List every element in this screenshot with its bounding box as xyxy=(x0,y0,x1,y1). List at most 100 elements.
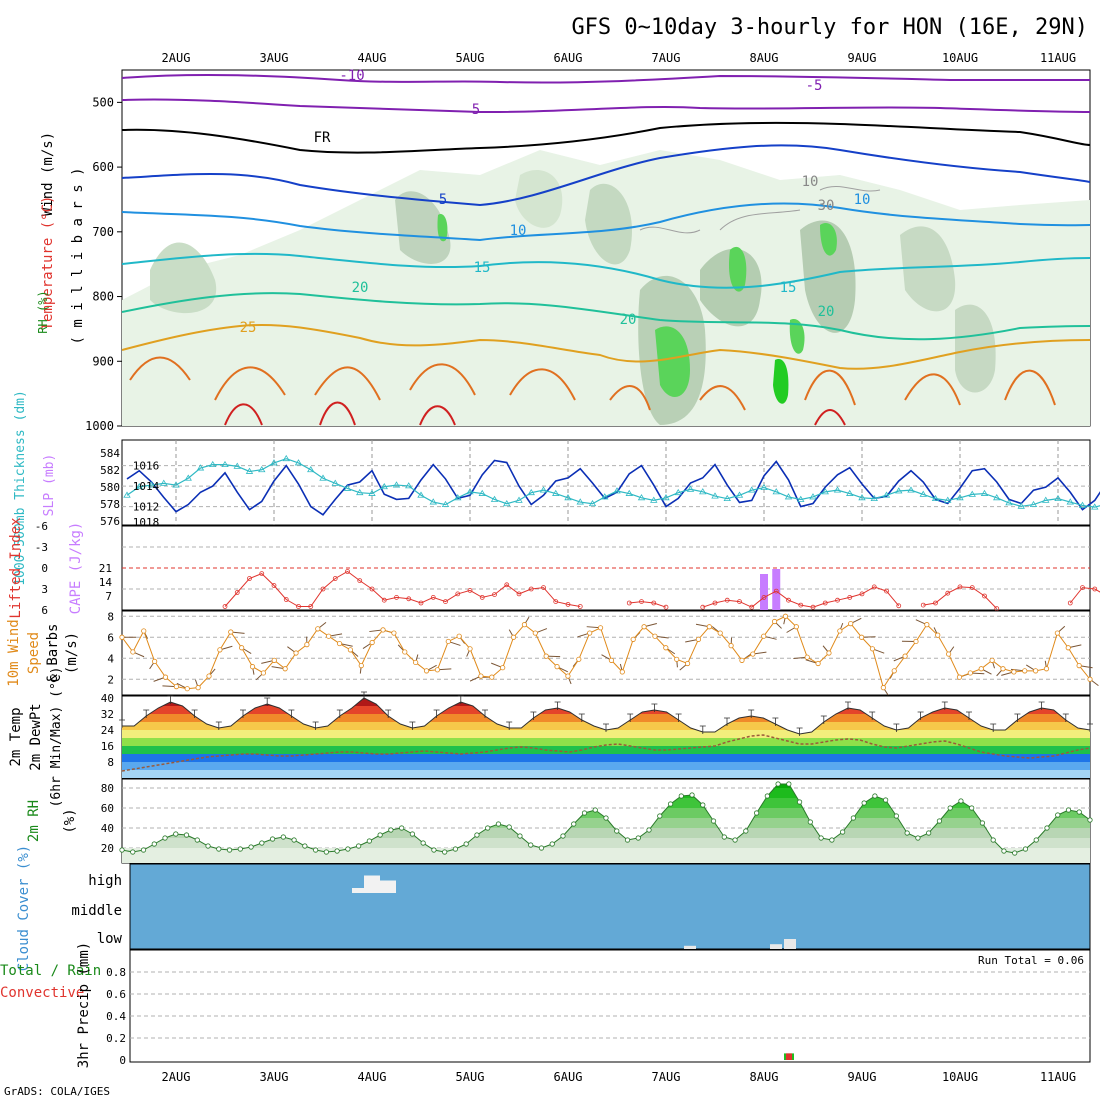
temperature-minmax xyxy=(191,709,198,718)
wind-series xyxy=(119,613,1099,696)
precip-tick: 0.4 xyxy=(106,1010,126,1023)
thickness-point xyxy=(784,493,793,500)
rh-point xyxy=(226,847,233,853)
wind-speed-point xyxy=(793,624,799,630)
date-tick-top: 11AUG xyxy=(1040,51,1076,65)
wind-speed-point xyxy=(326,633,332,639)
temperature-minmax xyxy=(845,701,851,710)
wind-speed-point xyxy=(249,664,256,670)
thickness-point xyxy=(503,499,511,507)
wind-speed-point xyxy=(750,651,756,657)
thickness-point xyxy=(809,493,817,500)
thickness-point xyxy=(270,459,278,466)
cloud-cover-y-axis: high middle low xyxy=(71,873,122,947)
date-tick-top: 8AUG xyxy=(750,51,779,65)
rh-point xyxy=(130,849,136,855)
cape-bar xyxy=(772,569,781,610)
rh-point xyxy=(818,835,824,841)
cape-bar xyxy=(760,574,768,610)
contour-label: 15 xyxy=(780,280,797,296)
temperature-tick: 32 xyxy=(101,708,114,721)
wind-speed-point xyxy=(554,664,560,670)
wind-speed-point xyxy=(946,651,952,657)
rh-axis-label: RH (%) xyxy=(36,290,50,333)
date-tick-bottom: 4AUG xyxy=(358,1070,387,1084)
wind-speed-point xyxy=(184,686,190,692)
pressure-tick: 1000 xyxy=(85,419,114,433)
temperature-tick: 16 xyxy=(101,740,114,753)
slp-line xyxy=(126,459,1100,516)
thickness-point xyxy=(478,489,486,496)
date-tick-bottom: 8AUG xyxy=(750,1070,779,1084)
lifted-tick: 3 xyxy=(41,583,48,596)
temperature-minmax xyxy=(772,717,779,726)
thickness-point xyxy=(1066,498,1074,505)
wind-speed-point xyxy=(423,668,430,674)
temperature-minmax xyxy=(119,719,125,728)
rh-point xyxy=(280,834,286,840)
pressure-tick: 900 xyxy=(92,354,114,368)
thickness-point xyxy=(441,500,450,507)
lifted-index-point xyxy=(320,586,326,592)
contour-labels: -10 -5 5 FR 5 10 10 15 15 20 20 20 25 10 30 xyxy=(240,68,871,336)
wind-speed-point xyxy=(369,639,375,646)
rh-point xyxy=(183,832,190,838)
thickness-point xyxy=(588,499,597,507)
rh-point xyxy=(517,833,523,839)
thickness-point xyxy=(331,479,339,486)
temperature-minmax xyxy=(506,721,513,730)
wind-speed-point xyxy=(206,673,212,679)
wind-speed-point xyxy=(1022,668,1028,674)
pressure-tick: 800 xyxy=(92,290,114,304)
date-tick-bottom: 9AUG xyxy=(848,1070,877,1084)
lifted-index-point xyxy=(982,593,987,599)
lifted-index-point xyxy=(945,590,951,596)
rh-point xyxy=(571,821,577,827)
wind-speed-point xyxy=(967,670,973,676)
temperature-minmax xyxy=(699,725,706,734)
lifted-index-point xyxy=(467,588,473,593)
thickness-tick: 584 xyxy=(100,447,120,460)
thickness-point xyxy=(772,488,780,495)
credit-label: GrADS: COLA/IGES xyxy=(4,1085,110,1098)
cloud-level-tick: high xyxy=(88,873,122,889)
temperature-minmax xyxy=(990,723,997,732)
thickness-point xyxy=(380,482,388,490)
cape-axis-label: CAPE (J/kg) xyxy=(68,522,84,615)
wind-speed-point xyxy=(576,656,582,662)
thickness-point xyxy=(1005,499,1013,506)
cloud-high-bar xyxy=(364,875,380,893)
lifted-index-point xyxy=(369,586,375,592)
rh-point xyxy=(388,827,394,833)
wind-speed-point xyxy=(674,656,680,662)
thickness-tick: 582 xyxy=(100,464,120,477)
thickness-point xyxy=(490,495,499,502)
rh-point xyxy=(399,825,405,831)
lifted-index-point xyxy=(332,576,338,581)
wind-speed-point xyxy=(608,657,615,663)
rh-point xyxy=(334,848,340,854)
thickness-point xyxy=(980,489,989,496)
temperature-minmax xyxy=(627,713,634,722)
thickness-point xyxy=(466,488,474,495)
temperature-tick: 24 xyxy=(101,724,115,737)
rh-point xyxy=(678,793,684,799)
wind-tick: 8 xyxy=(107,610,114,623)
temperature-minmax xyxy=(748,709,755,718)
wind-speed-point xyxy=(282,666,288,672)
thickness-point xyxy=(368,489,376,496)
date-tick-top: 6AUG xyxy=(554,51,583,65)
temperature-contours xyxy=(122,73,1090,426)
thickness-slp-series xyxy=(123,454,1100,516)
wind-speed-point xyxy=(1076,662,1082,669)
thickness-point xyxy=(821,488,829,495)
thickness-point xyxy=(564,494,572,501)
thickness-point xyxy=(637,494,646,501)
run-total-label: Run Total = 0.06 xyxy=(978,954,1084,967)
lifted-index-point xyxy=(1067,600,1073,606)
date-tick-bottom: 2AUG xyxy=(162,1070,191,1084)
temperature-minmax xyxy=(675,713,682,722)
wind-speed-point xyxy=(152,658,158,665)
lifted-index-point xyxy=(418,600,424,606)
